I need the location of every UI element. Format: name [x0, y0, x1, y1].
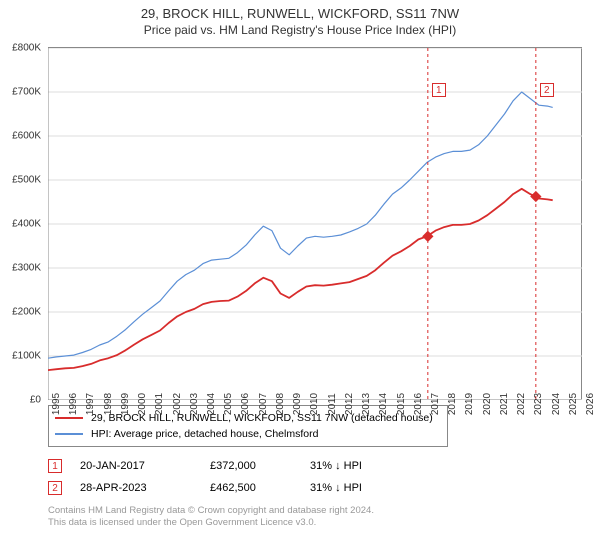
x-axis-label: 1995 — [51, 393, 62, 415]
x-axis-label: 2019 — [464, 393, 475, 415]
x-axis-label: 2010 — [309, 393, 320, 415]
event-date: 28-APR-2023 — [80, 482, 210, 494]
footer-line-1: Contains HM Land Registry data © Crown c… — [48, 505, 600, 517]
footer-line-2: This data is licensed under the Open Gov… — [48, 517, 600, 529]
x-axis-label: 2024 — [551, 393, 562, 415]
x-axis-label: 1997 — [85, 393, 96, 415]
event-date: 20-JAN-2017 — [80, 460, 210, 472]
y-axis-label: £100K — [1, 351, 41, 362]
x-axis-label: 1996 — [68, 393, 79, 415]
event-marker-badge: 1 — [432, 83, 446, 97]
events-table: 1 20-JAN-2017£372,00031% ↓ HPI 2 28-APR-202… — [48, 455, 600, 499]
x-axis-label: 2004 — [206, 393, 217, 415]
legend-swatch — [55, 417, 83, 419]
x-axis-label: 2014 — [378, 393, 389, 415]
legend-swatch — [55, 433, 83, 435]
x-axis-label: 2018 — [447, 393, 458, 415]
x-axis-label: 2012 — [344, 393, 355, 415]
x-axis-label: 2002 — [172, 393, 183, 415]
legend-label: HPI: Average price, detached house, Chel… — [91, 428, 318, 440]
chart-subtitle: Price paid vs. HM Land Registry's House … — [0, 23, 600, 37]
y-axis-label: £500K — [1, 175, 41, 186]
x-axis-label: 2015 — [396, 393, 407, 415]
x-axis-label: 2007 — [258, 393, 269, 415]
event-pct: 31% ↓ HPI — [310, 482, 430, 494]
x-axis-label: 1998 — [103, 393, 114, 415]
x-axis-label: 2008 — [275, 393, 286, 415]
y-axis-label: £700K — [1, 87, 41, 98]
x-axis-label: 2011 — [327, 393, 338, 415]
x-axis-label: 2025 — [568, 393, 579, 415]
event-pct: 31% ↓ HPI — [310, 460, 430, 472]
event-price: £372,000 — [210, 460, 310, 472]
x-axis-label: 2023 — [533, 393, 544, 415]
x-axis-label: 2017 — [430, 393, 441, 415]
x-axis-label: 2020 — [482, 393, 493, 415]
event-price: £462,500 — [210, 482, 310, 494]
x-axis-label: 2021 — [499, 393, 510, 415]
footer-attribution: Contains HM Land Registry data © Crown c… — [48, 505, 600, 530]
x-axis-label: 2026 — [585, 393, 596, 415]
y-axis-label: £600K — [1, 131, 41, 142]
y-axis-label: £400K — [1, 219, 41, 230]
event-row: 1 20-JAN-2017£372,00031% ↓ HPI — [48, 455, 600, 477]
event-marker-badge: 2 — [540, 83, 554, 97]
y-axis-label: £0 — [1, 395, 41, 406]
y-axis-label: £200K — [1, 307, 41, 318]
x-axis-label: 2006 — [240, 393, 251, 415]
chart-title: 29, BROCK HILL, RUNWELL, WICKFORD, SS11 … — [0, 6, 600, 21]
chart-area: £0£100K£200K£300K£400K£500K£600K£700K£80… — [48, 47, 582, 399]
title-block: 29, BROCK HILL, RUNWELL, WICKFORD, SS11 … — [0, 0, 600, 37]
legend-row: HPI: Average price, detached house, Chel… — [55, 426, 441, 442]
x-axis-label: 2022 — [516, 393, 527, 415]
container: 29, BROCK HILL, RUNWELL, WICKFORD, SS11 … — [0, 0, 600, 560]
y-axis-label: £800K — [1, 43, 41, 54]
x-axis-label: 2001 — [154, 393, 165, 415]
x-axis-label: 2000 — [137, 393, 148, 415]
x-axis-label: 2005 — [223, 393, 234, 415]
x-axis-label: 2003 — [189, 393, 200, 415]
y-axis-label: £300K — [1, 263, 41, 274]
event-row: 2 28-APR-2023£462,50031% ↓ HPI — [48, 477, 600, 499]
x-axis-label: 2009 — [292, 393, 303, 415]
x-axis-label: 1999 — [120, 393, 131, 415]
event-badge: 1 — [48, 459, 62, 473]
chart-svg — [48, 48, 582, 400]
event-badge: 2 — [48, 481, 62, 495]
x-axis-label: 2016 — [413, 393, 424, 415]
x-axis-label: 2013 — [361, 393, 372, 415]
